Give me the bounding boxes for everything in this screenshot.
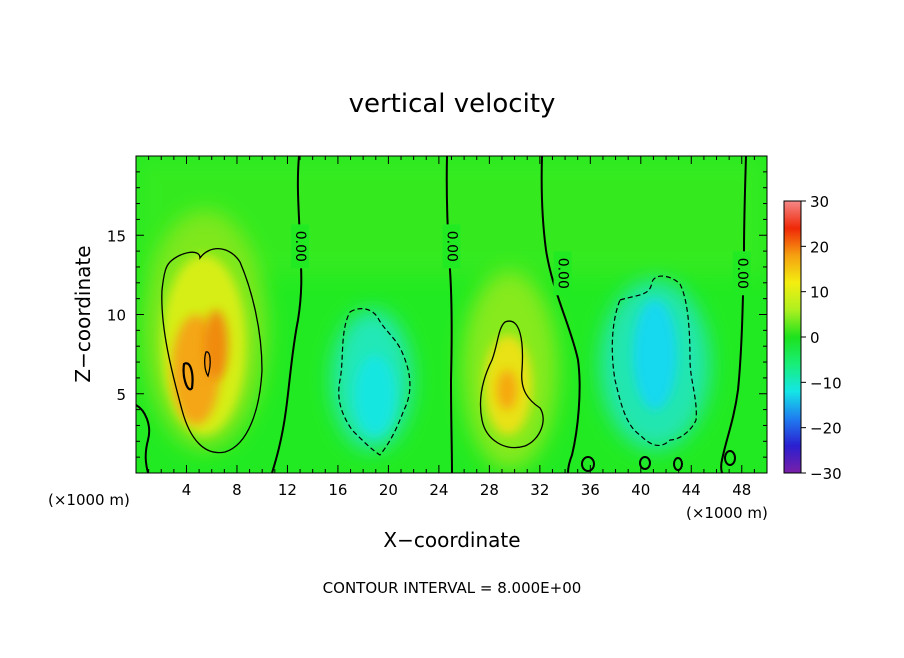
updraft-left-core2 bbox=[204, 310, 228, 380]
x-tick-label: 12 bbox=[278, 481, 297, 499]
x-tick-label: 20 bbox=[379, 481, 398, 499]
contour-label: 0.00 bbox=[292, 231, 308, 262]
x-tick-label: 44 bbox=[682, 481, 701, 499]
contour-zero-left bbox=[136, 404, 151, 473]
updraft-left-contour bbox=[161, 248, 263, 454]
y-axis: 5 10 15 bbox=[107, 171, 767, 458]
x-tick-label: 8 bbox=[232, 481, 242, 499]
x-tick-label: 40 bbox=[631, 481, 650, 499]
downdraft-2-contour bbox=[611, 275, 697, 447]
x-tick-label: 24 bbox=[429, 481, 448, 499]
x-axis-label: X−coordinate bbox=[383, 528, 520, 552]
x-tick-label: 32 bbox=[530, 481, 549, 499]
contour-interval-note: CONTOUR INTERVAL = 8.000E+00 bbox=[323, 579, 582, 597]
contour-label-bg bbox=[553, 251, 572, 296]
small-contour-2 bbox=[639, 456, 651, 470]
velocity-field bbox=[136, 156, 767, 473]
updraft-left-inner2 bbox=[204, 351, 211, 378]
x-axis: 4 8 12 16 20 24 28 32 36 40 44 48 bbox=[148, 156, 755, 499]
y-tick-label: 10 bbox=[107, 307, 126, 325]
colorbar-gradient bbox=[783, 200, 802, 474]
x-unit-right: (×1000 m) bbox=[686, 504, 768, 522]
updraft-mid-contour bbox=[479, 320, 544, 449]
contour-zero-2 bbox=[445, 156, 453, 473]
contour-zero-1 bbox=[271, 156, 303, 473]
contour-labels: 0.00 0.00 0.00 0.00 bbox=[291, 224, 751, 296]
contour-zero-4 bbox=[720, 156, 747, 473]
y-axis-label: Z−coordinate bbox=[71, 245, 95, 382]
x-tick-label: 4 bbox=[182, 481, 192, 499]
contour-label-bg bbox=[291, 224, 310, 269]
contour-label: 0.00 bbox=[444, 231, 460, 262]
downdraft-2-core bbox=[633, 300, 677, 410]
colorbar-tick-label: −20 bbox=[810, 420, 842, 438]
plot-area: 0.00 0.000.00 0.00 4 8 12 16 20 24 28 32 36 40 44 48 … bbox=[107, 155, 768, 499]
x-tick-label: 28 bbox=[480, 481, 499, 499]
contour-label-bg bbox=[732, 251, 751, 296]
x-tick-label: 36 bbox=[581, 481, 600, 499]
x-tick-label: 48 bbox=[732, 481, 751, 499]
small-contour-4 bbox=[724, 450, 736, 466]
updraft-left-inner bbox=[182, 362, 194, 391]
contour-label: 0.00 bbox=[555, 258, 571, 289]
updraft-mid-hot bbox=[497, 370, 517, 410]
y-tick-label: 15 bbox=[107, 227, 126, 245]
colorbar-tick-label: 20 bbox=[810, 238, 829, 256]
colorbar-tick-label: −30 bbox=[810, 465, 842, 483]
colorbar-tick-label: 10 bbox=[810, 284, 829, 302]
downdraft-1-contour bbox=[338, 308, 411, 456]
contour-label: 0.00 bbox=[734, 258, 750, 289]
contour-label-bg bbox=[442, 224, 461, 269]
chart-title: vertical velocity bbox=[349, 89, 556, 119]
small-contour-3 bbox=[673, 457, 683, 471]
contour-lines bbox=[136, 156, 747, 473]
downdraft-1-core bbox=[355, 355, 395, 435]
contour-zero-3 bbox=[540, 156, 581, 473]
colorbar-tick-label: −10 bbox=[810, 374, 842, 392]
x-tick-label: 16 bbox=[328, 481, 347, 499]
colorbar-tick-label: 0 bbox=[810, 329, 820, 347]
y-tick-label: 5 bbox=[116, 386, 126, 404]
small-contour-1 bbox=[581, 456, 595, 472]
colorbar: 30 20 10 0 −10 −20 −30 bbox=[783, 193, 842, 483]
colorbar-ticks: 30 20 10 0 −10 −20 −30 bbox=[801, 193, 842, 483]
x-unit-left: (×1000 m) bbox=[48, 491, 130, 509]
colorbar-tick-label: 30 bbox=[810, 193, 829, 211]
